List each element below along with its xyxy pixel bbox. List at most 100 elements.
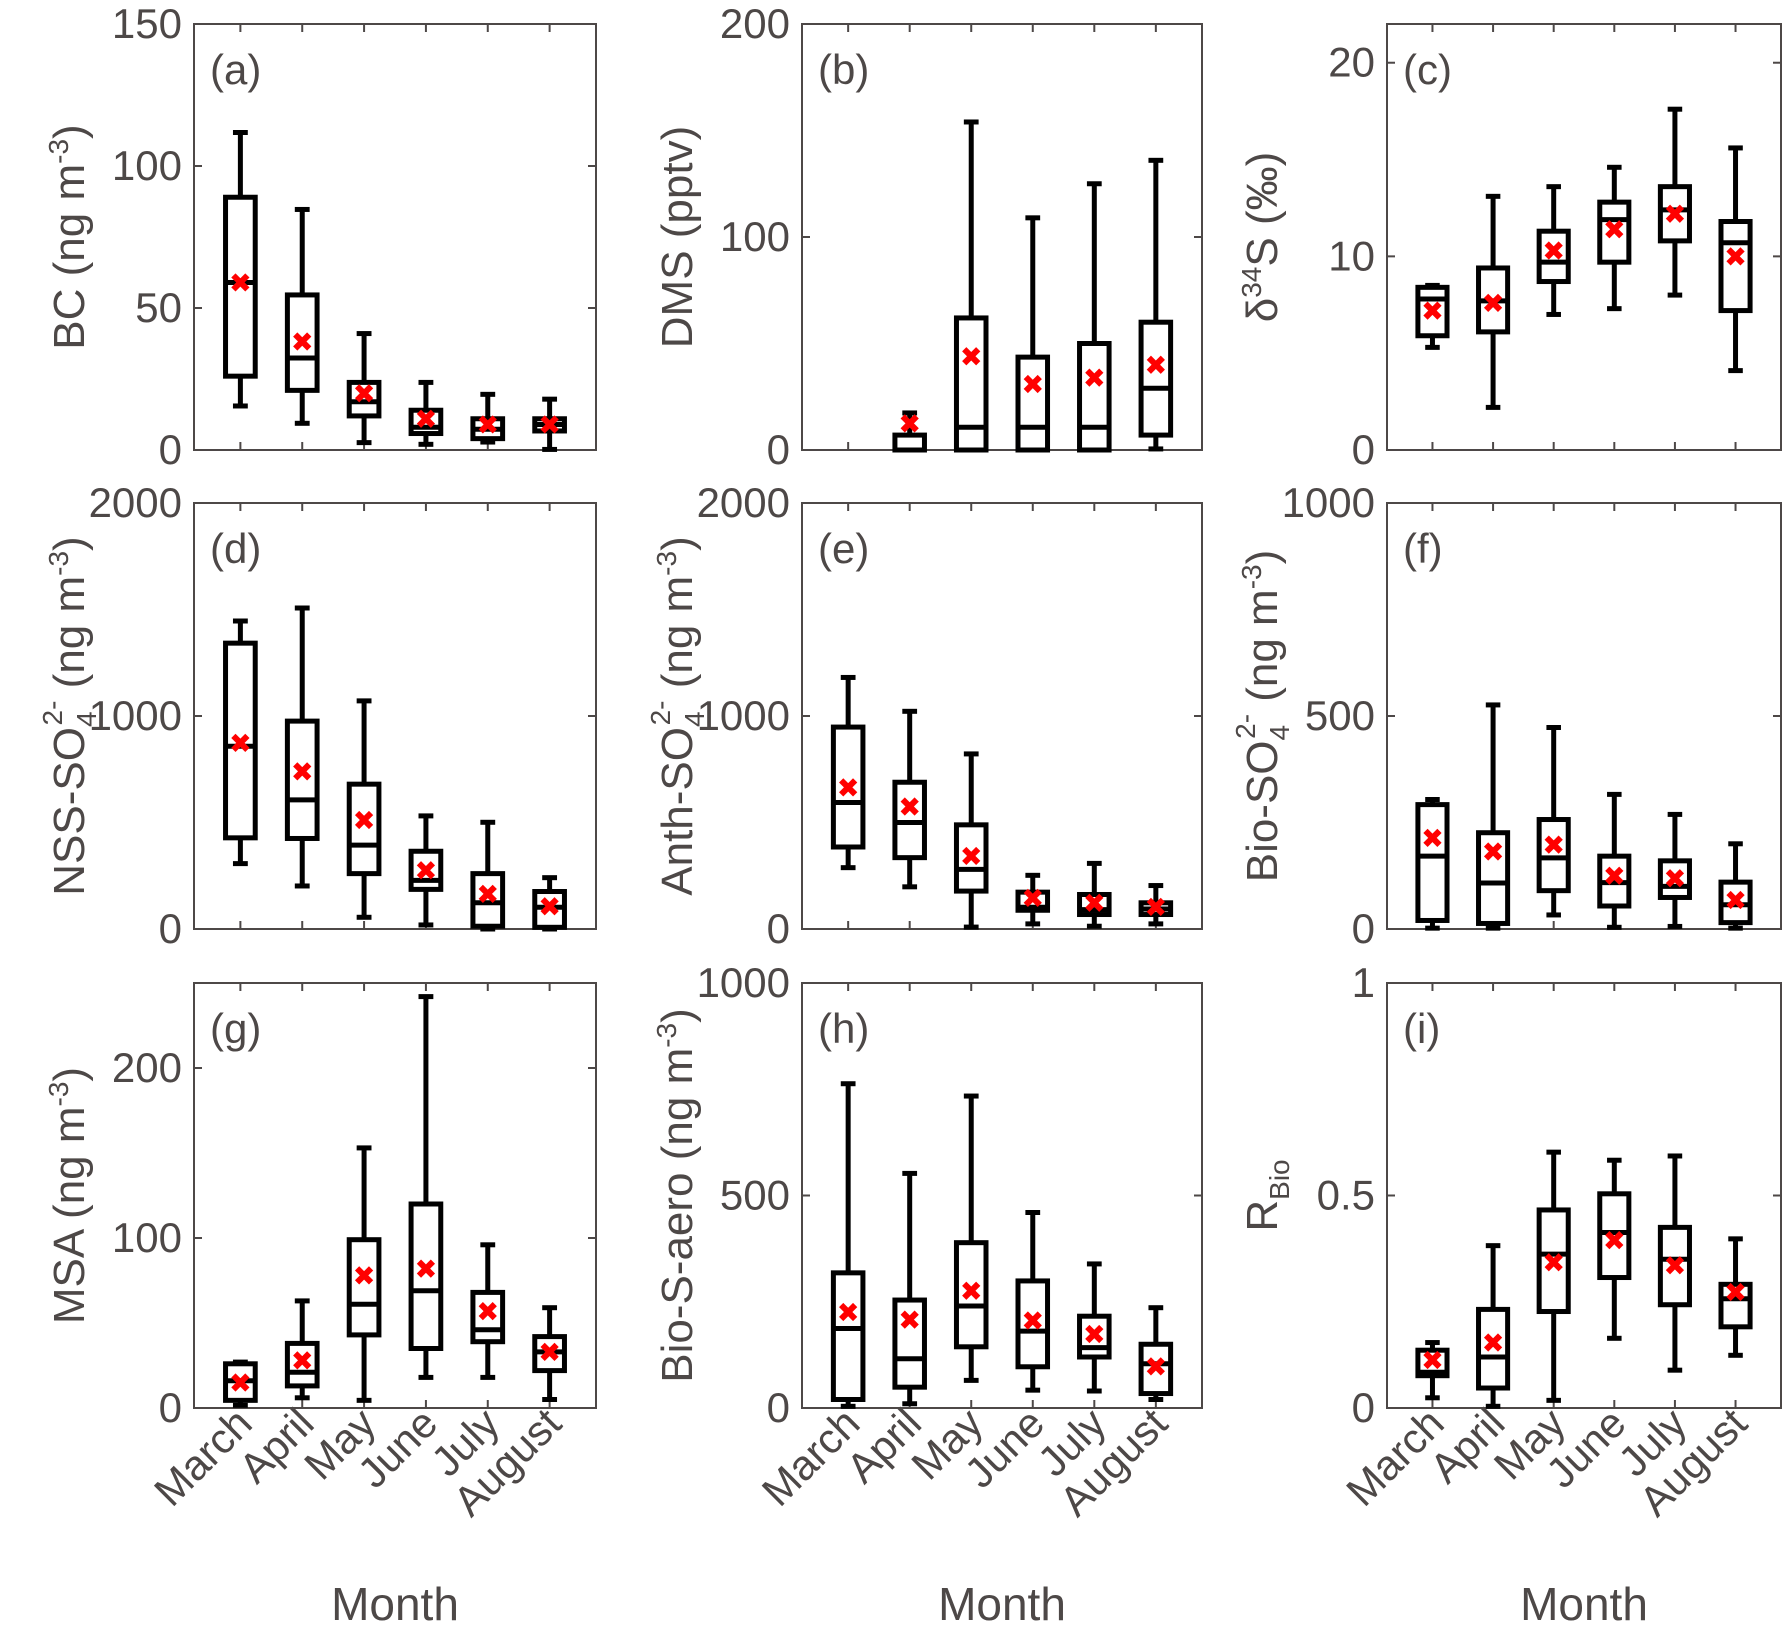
mean-marker bbox=[540, 897, 559, 916]
y-tick-label: 0 bbox=[1352, 1384, 1375, 1431]
mean-marker bbox=[1483, 293, 1503, 312]
panel-label: (b) bbox=[818, 46, 869, 93]
iqr-box bbox=[892, 779, 927, 861]
box-april bbox=[1476, 193, 1511, 410]
y-axis-label: NSS-SO42- (ng m-3) bbox=[37, 536, 102, 895]
mean-marker bbox=[839, 778, 858, 797]
box-july bbox=[1657, 811, 1692, 929]
panel-label: (c) bbox=[1403, 46, 1452, 93]
mean-marker bbox=[540, 1342, 559, 1362]
y-tick-label: 500 bbox=[1305, 692, 1375, 739]
box-may bbox=[953, 1093, 989, 1383]
mean-marker bbox=[354, 810, 374, 830]
box-august bbox=[1138, 157, 1174, 452]
mean-marker bbox=[1146, 897, 1165, 916]
y-tick-label: 0 bbox=[159, 1384, 182, 1431]
box-june bbox=[1597, 1157, 1632, 1341]
box-august bbox=[532, 875, 567, 932]
y-tick-label: 2000 bbox=[697, 479, 790, 526]
box-may bbox=[346, 1145, 382, 1403]
mean-marker bbox=[478, 884, 497, 903]
mean-marker bbox=[1023, 374, 1042, 394]
iqr-box bbox=[1476, 1306, 1511, 1391]
mean-marker bbox=[1726, 890, 1745, 910]
iqr-box bbox=[1597, 1191, 1632, 1281]
iqr-box bbox=[470, 871, 506, 929]
axes-frame bbox=[193, 23, 597, 451]
mean-marker bbox=[416, 409, 436, 428]
box-june bbox=[1597, 164, 1632, 312]
y-axis-label: BC (ng m-3) bbox=[43, 124, 94, 349]
y-tick-label: 100 bbox=[112, 142, 182, 189]
y-tick-label: 100 bbox=[112, 1214, 182, 1261]
panel-b: 0 100 200 (b) DMS (pptv) bbox=[653, 0, 1203, 473]
iqr-box bbox=[1415, 284, 1450, 339]
iqr-box bbox=[1138, 1341, 1174, 1397]
box-august bbox=[1718, 145, 1753, 374]
panel-i: 00.51(i)RBioMarchAprilMayJuneJulyAugustM… bbox=[1238, 959, 1782, 1630]
y-tick-label: 0 bbox=[1352, 426, 1375, 473]
mean-marker bbox=[1726, 247, 1745, 266]
mean-marker bbox=[962, 347, 981, 366]
box-april bbox=[892, 1170, 927, 1407]
y-tick-label: 0 bbox=[159, 426, 182, 473]
mean-marker bbox=[1483, 1333, 1503, 1352]
panel-c: 0 10 20 (c) δ34S (‰) bbox=[1236, 23, 1782, 473]
mean-marker bbox=[416, 861, 436, 880]
mean-marker bbox=[1146, 1357, 1165, 1376]
y-axis-label: Anth-SO42- (ng m-3) bbox=[645, 536, 710, 896]
box-august bbox=[1138, 883, 1174, 927]
y-tick-label: 150 bbox=[112, 0, 182, 47]
x-axis-label: Month bbox=[331, 1578, 459, 1630]
y-tick-label: 0 bbox=[767, 1384, 790, 1431]
box-april bbox=[892, 410, 927, 453]
box-june bbox=[408, 379, 444, 447]
y-tick-label: 1000 bbox=[697, 959, 790, 1006]
mean-marker bbox=[231, 1373, 250, 1392]
mean-marker bbox=[231, 733, 250, 752]
mean-marker bbox=[900, 1310, 919, 1329]
box-march bbox=[830, 1081, 866, 1409]
iqr-box bbox=[1536, 228, 1571, 285]
mean-marker bbox=[1605, 1231, 1624, 1250]
box-july bbox=[470, 391, 506, 445]
y-axis-label: DMS (pptv) bbox=[653, 126, 702, 348]
y-tick-label: 100 bbox=[720, 213, 790, 260]
panel-label: (d) bbox=[210, 525, 261, 572]
box-may bbox=[1536, 184, 1571, 317]
y-tick-label: 0 bbox=[767, 426, 790, 473]
box-july bbox=[1077, 181, 1112, 453]
y-tick-label: 2000 bbox=[89, 479, 182, 526]
box-august bbox=[1138, 1305, 1174, 1402]
mean-marker bbox=[1665, 1256, 1685, 1275]
box-may bbox=[346, 331, 382, 446]
panel-label: (i) bbox=[1403, 1005, 1440, 1052]
panel-label: (g) bbox=[210, 1005, 261, 1052]
iqr-box bbox=[1077, 341, 1112, 453]
box-june bbox=[1015, 1210, 1051, 1393]
y-tick-label: 0.5 bbox=[1317, 1172, 1375, 1219]
mean-marker bbox=[416, 1259, 436, 1278]
mean-marker bbox=[1085, 368, 1104, 387]
iqr-box bbox=[346, 379, 382, 419]
axes-frame bbox=[1386, 23, 1782, 451]
box-april bbox=[284, 1298, 320, 1401]
mean-marker bbox=[293, 1351, 312, 1370]
iqr-box bbox=[1138, 319, 1174, 438]
iqr-box bbox=[1015, 354, 1051, 453]
y-axis-label: δ34S (‰) bbox=[1236, 152, 1287, 323]
mean-marker bbox=[1423, 828, 1442, 847]
y-axis-label: Bio-S-aero (ng m-3) bbox=[651, 1008, 702, 1383]
iqr-box bbox=[1718, 1281, 1753, 1330]
box-june bbox=[408, 813, 444, 928]
y-tick-label: 1000 bbox=[1282, 479, 1375, 526]
mean-marker bbox=[962, 846, 981, 866]
y-tick-label: 1000 bbox=[89, 692, 182, 739]
panel-d: 0 1000 2000 (d) NSS-SO42- (ng m-3) bbox=[37, 479, 597, 952]
y-tick-label: 0 bbox=[159, 905, 182, 952]
axes-frame bbox=[1386, 982, 1782, 1409]
box-august bbox=[532, 1305, 567, 1402]
iqr-box bbox=[408, 1201, 444, 1351]
mean-marker bbox=[231, 273, 250, 292]
